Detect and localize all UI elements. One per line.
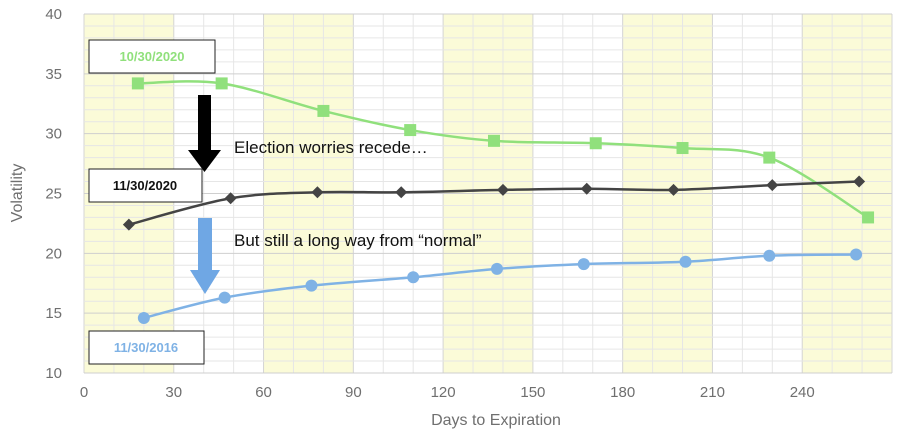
data-point-circle: [763, 249, 776, 262]
x-tick-label: 30: [165, 384, 182, 401]
data-point-circle: [218, 291, 231, 304]
data-point-circle: [850, 248, 863, 261]
data-point-circle: [577, 258, 590, 271]
x-tick-label: 180: [610, 384, 635, 401]
data-point-circle: [407, 271, 420, 284]
data-point-diamond: [395, 186, 408, 199]
data-point-diamond: [122, 218, 135, 231]
x-axis-label: Days to Expiration: [431, 412, 561, 429]
data-point-square: [862, 211, 875, 224]
legend-box-11-30-2016: 11/30/2016: [88, 330, 205, 365]
blue-down-arrow: [190, 218, 220, 294]
data-point-diamond: [580, 182, 593, 195]
y-axis-label: Volatility: [9, 164, 26, 223]
x-tick-label: 210: [700, 384, 725, 401]
data-point-square: [404, 124, 417, 137]
data-point-square: [589, 137, 602, 150]
y-tick-label: 20: [45, 245, 62, 262]
x-tick-label: 120: [431, 384, 456, 401]
series-11-30-2020: [122, 175, 866, 231]
y-tick-labels: 10 15 20 25 30 35 40: [45, 6, 62, 382]
data-series: [122, 77, 875, 324]
data-point-square: [215, 77, 228, 90]
data-point-diamond: [224, 192, 237, 205]
y-tick-label: 10: [45, 365, 62, 382]
x-tick-label: 240: [790, 384, 815, 401]
annotation-election-worries: Election worries recede…: [234, 138, 428, 157]
y-tick-label: 35: [45, 66, 62, 83]
black-down-arrow: [188, 95, 221, 172]
legend-label-11-30-2016: 11/30/2016: [114, 340, 178, 355]
data-point-square: [676, 142, 689, 155]
x-tick-label: 0: [80, 384, 88, 401]
grid-lines: [83, 13, 893, 374]
legend-box-10-30-2020: 10/30/2020: [88, 39, 216, 74]
data-point-circle: [137, 311, 150, 324]
data-point-circle: [679, 255, 692, 268]
y-tick-label: 25: [45, 186, 62, 203]
data-point-diamond: [853, 175, 866, 188]
series-11-30-2016: [137, 248, 863, 324]
series-10-30-2020: [131, 77, 875, 224]
legend-label-11-30-2020: 11/30/2020: [113, 178, 177, 193]
legend-label-10-30-2020: 10/30/2020: [119, 49, 184, 64]
data-point-square: [317, 104, 330, 117]
annotation-long-way-from-normal: But still a long way from “normal”: [234, 231, 482, 250]
legend-box-11-30-2020: 11/30/2020: [88, 168, 203, 203]
data-point-diamond: [766, 179, 779, 192]
x-tick-label: 90: [345, 384, 362, 401]
data-point-diamond: [496, 183, 509, 196]
x-tick-labels: 0 30 60 90 120 150 180 210 240: [80, 384, 815, 401]
data-point-square: [131, 77, 144, 90]
annotation-arrows: [188, 95, 221, 294]
y-tick-label: 40: [45, 6, 62, 23]
data-point-circle: [305, 279, 318, 292]
data-point-circle: [490, 262, 503, 275]
y-tick-label: 30: [45, 126, 62, 143]
x-tick-label: 60: [255, 384, 272, 401]
x-tick-label: 150: [520, 384, 545, 401]
data-point-square: [487, 134, 500, 147]
y-tick-label: 15: [45, 305, 62, 322]
data-point-diamond: [667, 183, 680, 196]
data-point-square: [763, 151, 776, 164]
data-point-diamond: [311, 186, 324, 199]
